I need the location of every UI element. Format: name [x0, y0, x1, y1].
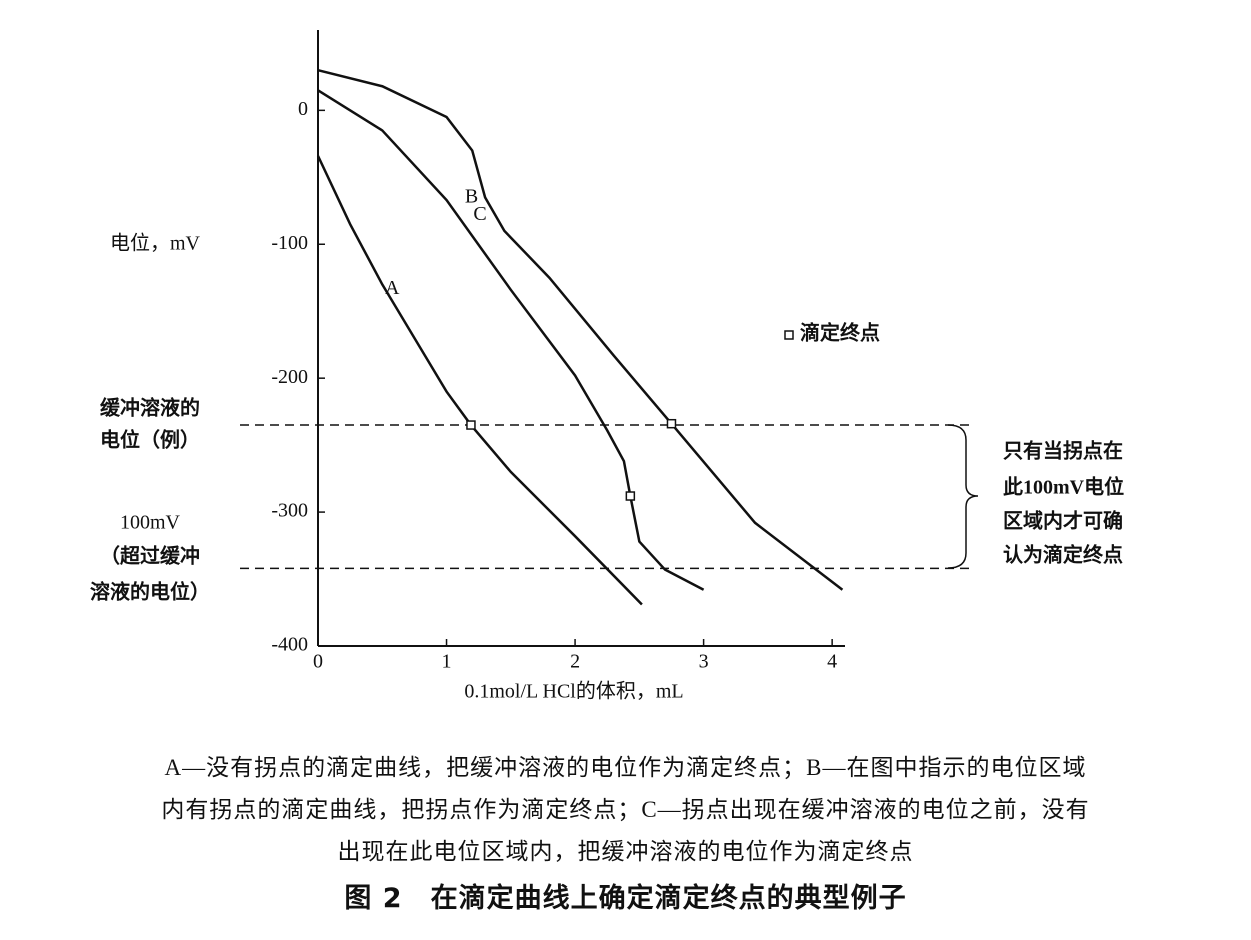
y-tick-label: -400 [271, 634, 308, 656]
y-tick-label: -300 [271, 500, 308, 522]
y-tick-label: 0 [298, 98, 308, 120]
curve [317, 89, 705, 591]
caption-line: 出现在此电位区域内，把缓冲溶液的电位作为滴定终点 [337, 839, 914, 864]
x-tick-label: 3 [699, 651, 709, 673]
x-tick-label: 1 [442, 651, 452, 673]
caption-line: A—没有拐点的滴定曲线，把缓冲溶液的电位作为滴定终点；B—在图中指示的电位区域 [164, 755, 1087, 780]
annotation: 此100mV电位 [1003, 475, 1124, 499]
x-axis-label: 0.1mol/L HCl的体积，mL [464, 680, 683, 703]
annotation: 区域内才可确 [1003, 509, 1123, 533]
legend-label: 滴定终点 [800, 321, 880, 345]
y-tick-label: -100 [271, 232, 308, 254]
endpoint-marker [466, 420, 476, 430]
endpoint-marker [625, 491, 636, 501]
curve-label: A [385, 277, 400, 299]
y-axis-label: 电位，mV [110, 232, 201, 255]
y-tick-label: -200 [271, 366, 308, 388]
figure-title: 图 2 在滴定曲线上确定滴定终点的典型例子 [344, 883, 907, 914]
annotation: （超过缓冲 [100, 544, 200, 568]
annotation: 只有当拐点在 [1003, 439, 1123, 463]
brace [947, 424, 979, 569]
annotation: 认为滴定终点 [1003, 543, 1123, 567]
curve [317, 68, 844, 591]
chart: 电位，mV 0.1mol/L HCl的体积，mL 缓冲溶液的 电位（例） 100… [90, 30, 1124, 703]
x-tick-label: 4 [827, 651, 837, 673]
annotation: 溶液的电位） [90, 580, 210, 604]
legend-marker [784, 330, 794, 340]
annotation: 电位（例） [100, 428, 200, 452]
annotation: 缓冲溶液的 [100, 396, 200, 420]
endpoint-marker [666, 418, 677, 429]
annotation: 100mV [120, 512, 181, 534]
caption-line: 内有拐点的滴定曲线，把拐点作为滴定终点；C—拐点出现在缓冲溶液的电位之前，没有 [161, 797, 1090, 822]
curve-label: B [465, 186, 478, 208]
x-tick-label: 2 [570, 651, 580, 673]
curve-label: C [473, 203, 486, 225]
curve [316, 155, 643, 606]
x-tick-label: 0 [313, 651, 323, 673]
